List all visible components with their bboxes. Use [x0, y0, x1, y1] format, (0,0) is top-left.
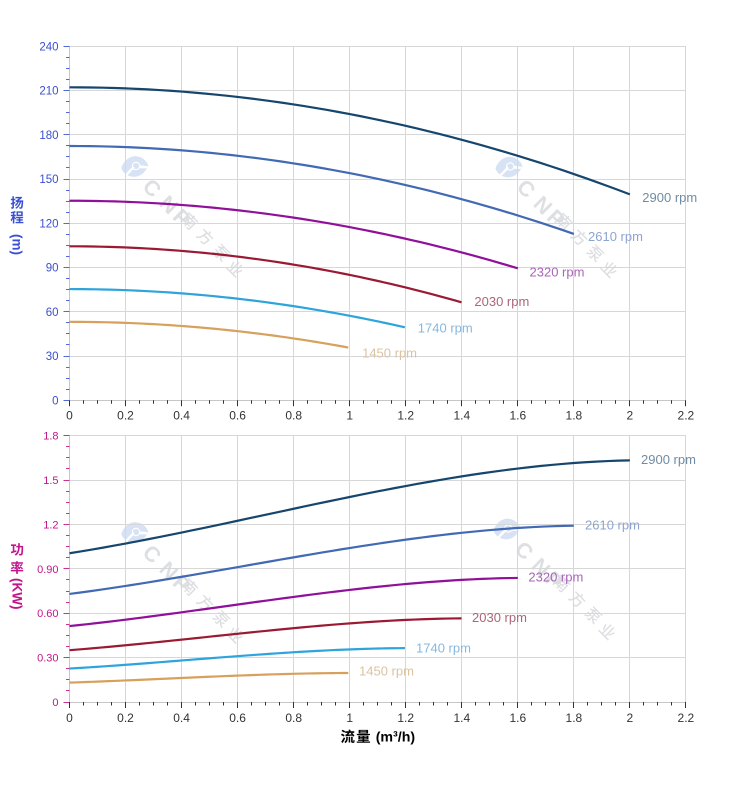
- svg-text:0.6: 0.6: [229, 409, 246, 423]
- svg-text:1.8: 1.8: [566, 409, 583, 423]
- svg-text:1740 rpm: 1740 rpm: [418, 321, 473, 336]
- svg-text:2900 rpm: 2900 rpm: [641, 452, 696, 467]
- svg-text:1.4: 1.4: [453, 409, 470, 423]
- svg-text:1.6: 1.6: [509, 711, 526, 725]
- svg-text:0.2: 0.2: [117, 409, 134, 423]
- svg-text:150: 150: [39, 174, 58, 186]
- svg-text:2900 rpm: 2900 rpm: [642, 190, 697, 205]
- svg-text:1.2: 1.2: [397, 711, 414, 725]
- svg-text:2: 2: [627, 711, 634, 725]
- svg-text:1: 1: [346, 409, 353, 423]
- svg-text:30: 30: [46, 351, 59, 363]
- svg-text:1.4: 1.4: [453, 711, 470, 725]
- svg-text:2.2: 2.2: [678, 409, 695, 423]
- svg-text:0: 0: [66, 409, 73, 423]
- svg-text:2610 rpm: 2610 rpm: [585, 517, 640, 532]
- svg-text:240: 240: [39, 41, 58, 53]
- svg-text:(m³/h): (m³/h): [376, 729, 416, 745]
- svg-text:0.4: 0.4: [173, 711, 190, 725]
- svg-text:2320 rpm: 2320 rpm: [528, 569, 583, 584]
- svg-text:210: 210: [39, 86, 58, 98]
- svg-text:2.2: 2.2: [678, 711, 695, 725]
- svg-text:1.6: 1.6: [509, 409, 526, 423]
- svg-text:0: 0: [52, 697, 58, 709]
- svg-text:2320 rpm: 2320 rpm: [530, 264, 585, 279]
- svg-text:(m): (m): [10, 234, 25, 255]
- svg-text:180: 180: [39, 130, 58, 142]
- svg-text:0.6: 0.6: [229, 711, 246, 725]
- svg-text:1.2: 1.2: [43, 519, 58, 531]
- svg-text:0.2: 0.2: [117, 711, 134, 725]
- svg-text:2610 rpm: 2610 rpm: [588, 229, 643, 244]
- svg-text:1450 rpm: 1450 rpm: [362, 345, 417, 360]
- svg-text:90: 90: [46, 263, 59, 275]
- svg-text:0.30: 0.30: [37, 653, 58, 665]
- svg-text:60: 60: [46, 307, 59, 319]
- svg-text:0.4: 0.4: [173, 409, 190, 423]
- svg-text:1450 rpm: 1450 rpm: [359, 663, 414, 678]
- svg-text:1: 1: [346, 711, 353, 725]
- svg-text:2: 2: [627, 409, 634, 423]
- svg-text:0.8: 0.8: [285, 409, 302, 423]
- svg-text:(KW): (KW): [10, 578, 25, 609]
- svg-text:0.60: 0.60: [37, 608, 58, 620]
- svg-text:1.8: 1.8: [43, 431, 58, 443]
- svg-text:0: 0: [52, 395, 58, 407]
- svg-text:120: 120: [39, 218, 58, 230]
- svg-text:0.90: 0.90: [37, 564, 58, 576]
- svg-text:0.8: 0.8: [285, 711, 302, 725]
- svg-text:1.5: 1.5: [43, 475, 58, 487]
- svg-text:0: 0: [66, 711, 73, 725]
- svg-text:1740 rpm: 1740 rpm: [416, 640, 471, 655]
- svg-text:2030 rpm: 2030 rpm: [472, 610, 527, 625]
- svg-text:1.2: 1.2: [397, 409, 414, 423]
- svg-text:2030 rpm: 2030 rpm: [474, 294, 529, 309]
- svg-text:1.8: 1.8: [566, 711, 583, 725]
